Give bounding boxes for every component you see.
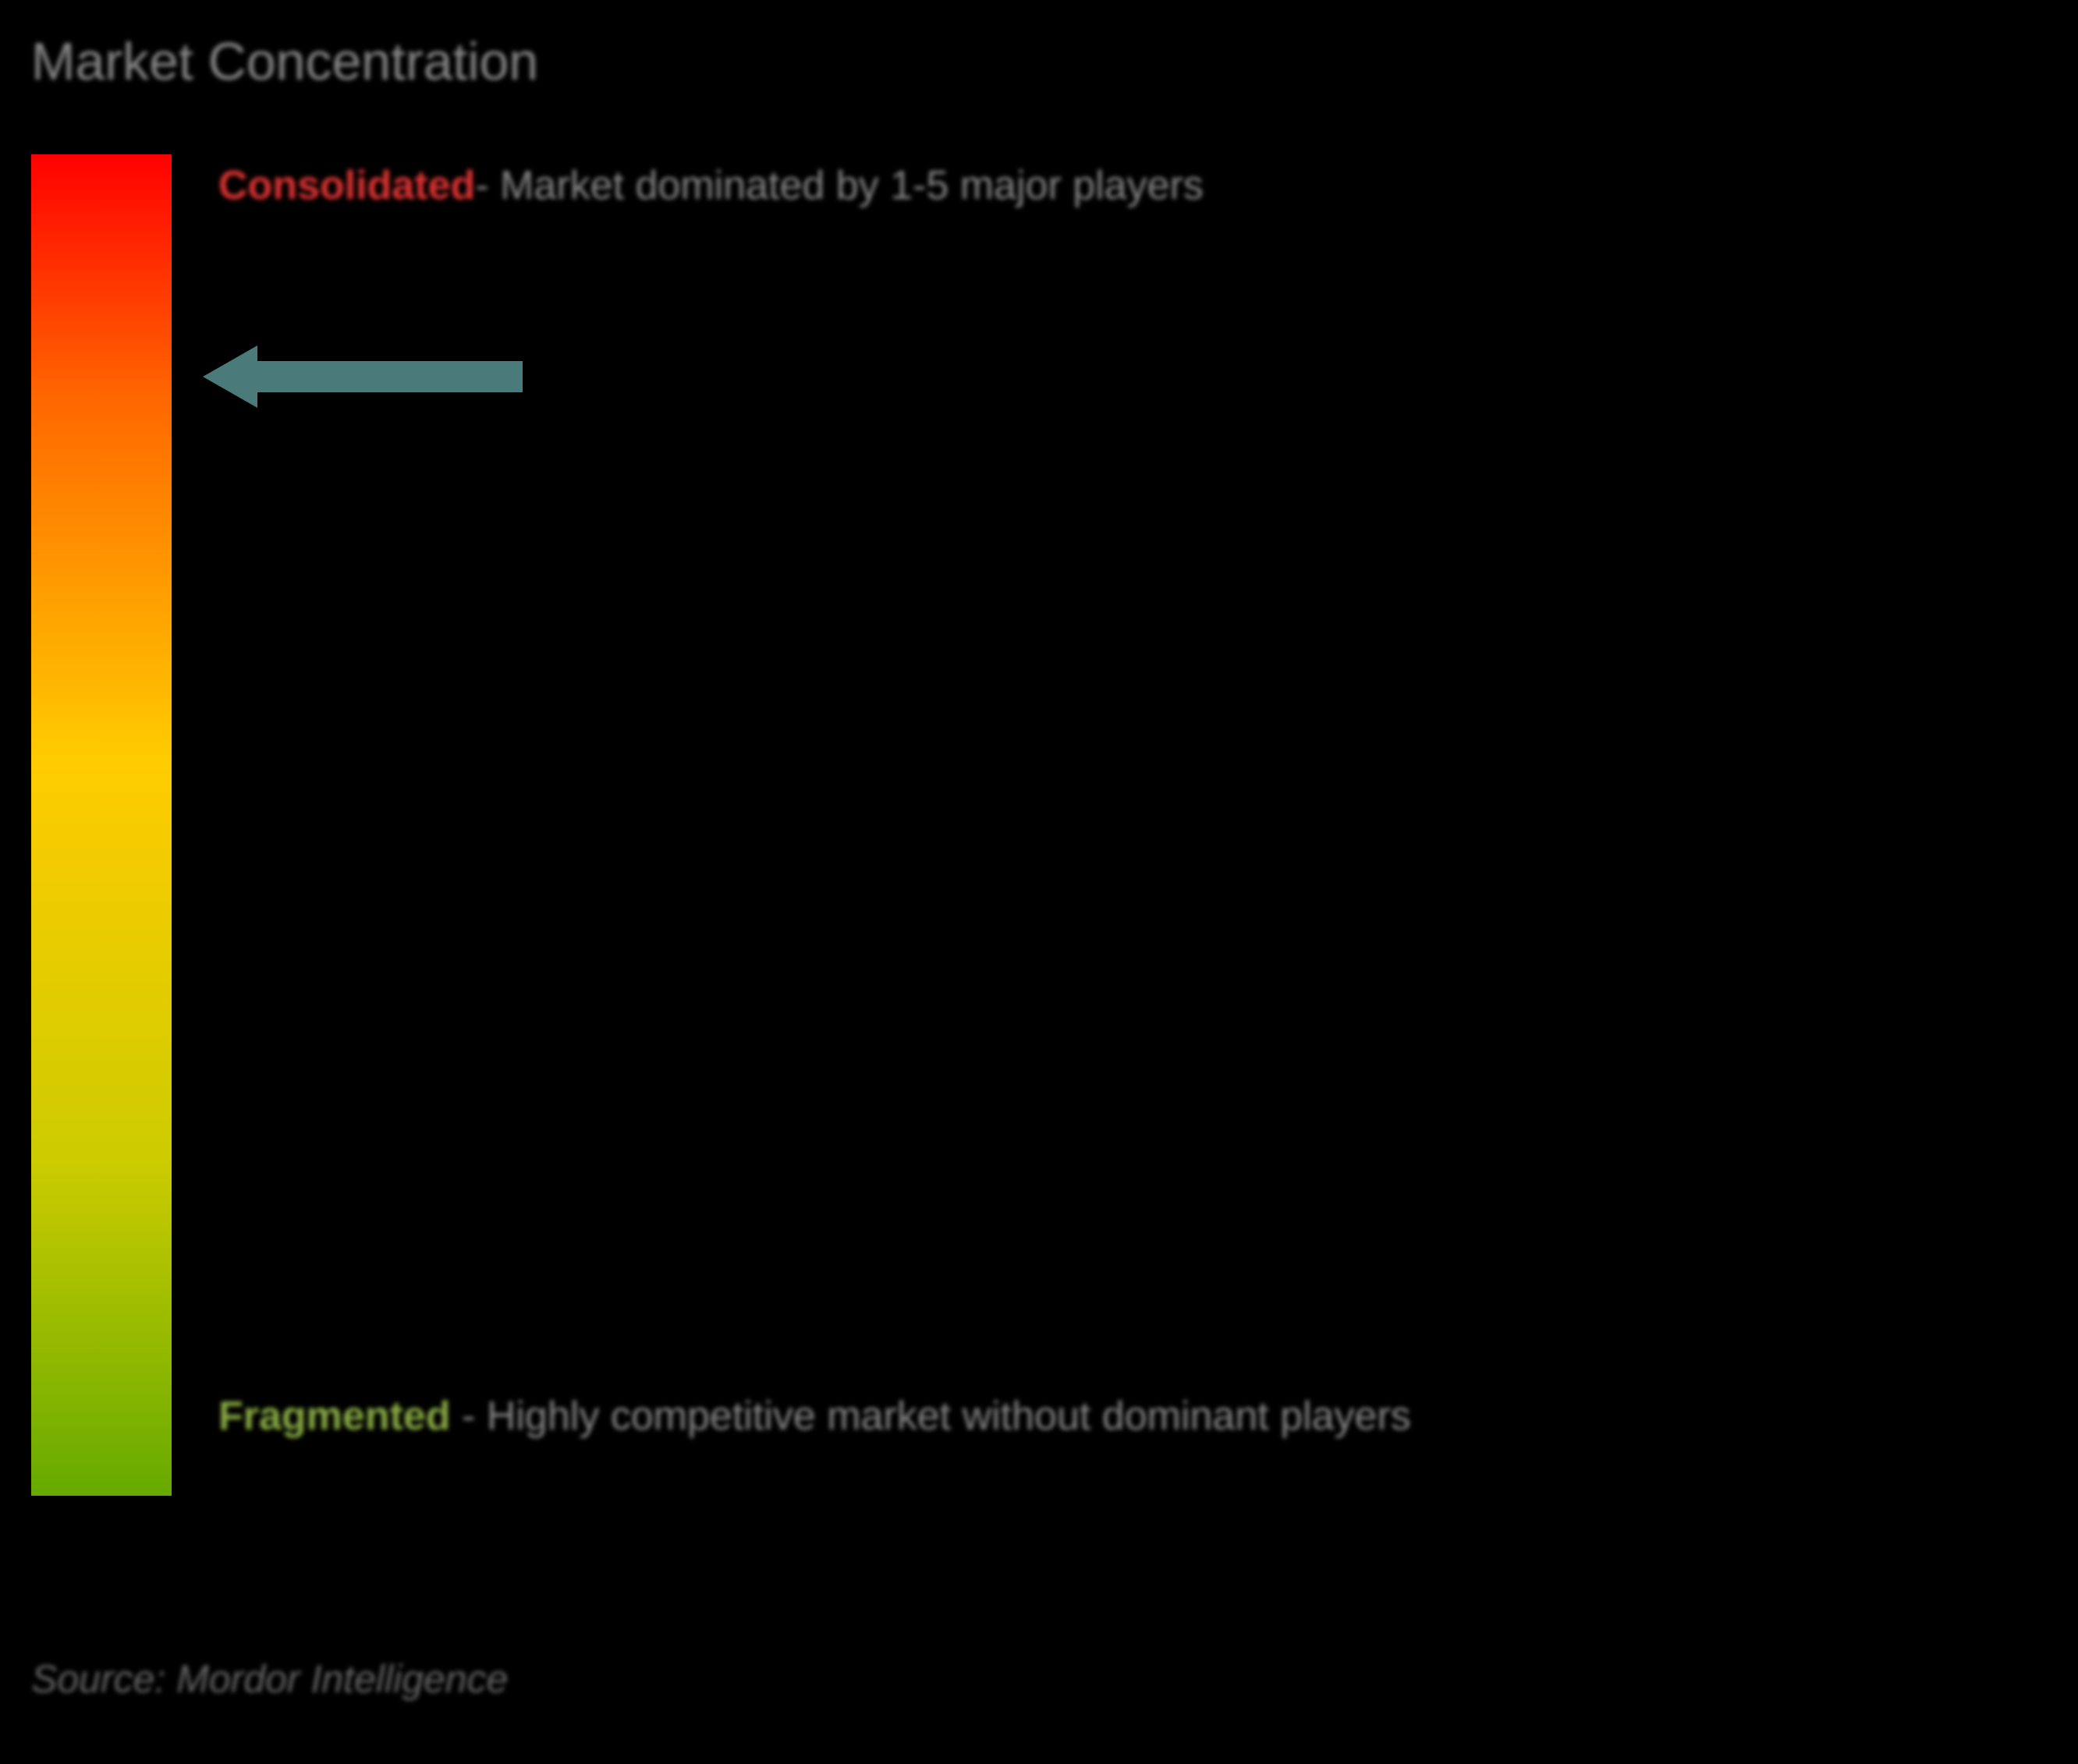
indicator-arrow [203,342,530,416]
gradient-bar-svg [31,154,172,1496]
content-area: Consolidated- Market dominated by 1-5 ma… [31,154,2047,1496]
gradient-scale-bar [31,154,172,1496]
consolidated-description: - Market dominated by 1-5 major players [475,163,1204,208]
fragmented-description: - Highly competitive market without domi… [451,1394,1411,1439]
consolidated-label: Consolidated- Market dominated by 1-5 ma… [218,162,1204,209]
consolidated-term: Consolidated [218,163,475,208]
fragmented-term: Fragmented [218,1394,451,1439]
arrow-icon [203,342,530,412]
chart-title: Market Concentration [31,31,2047,92]
infographic-container: Market Concentration [31,31,2047,1733]
fragmented-label: Fragmented - Highly competitive market w… [218,1384,1411,1449]
labels-area: Consolidated- Market dominated by 1-5 ma… [218,154,2047,1496]
source-attribution: Source: Mordor Intelligence [31,1656,508,1702]
